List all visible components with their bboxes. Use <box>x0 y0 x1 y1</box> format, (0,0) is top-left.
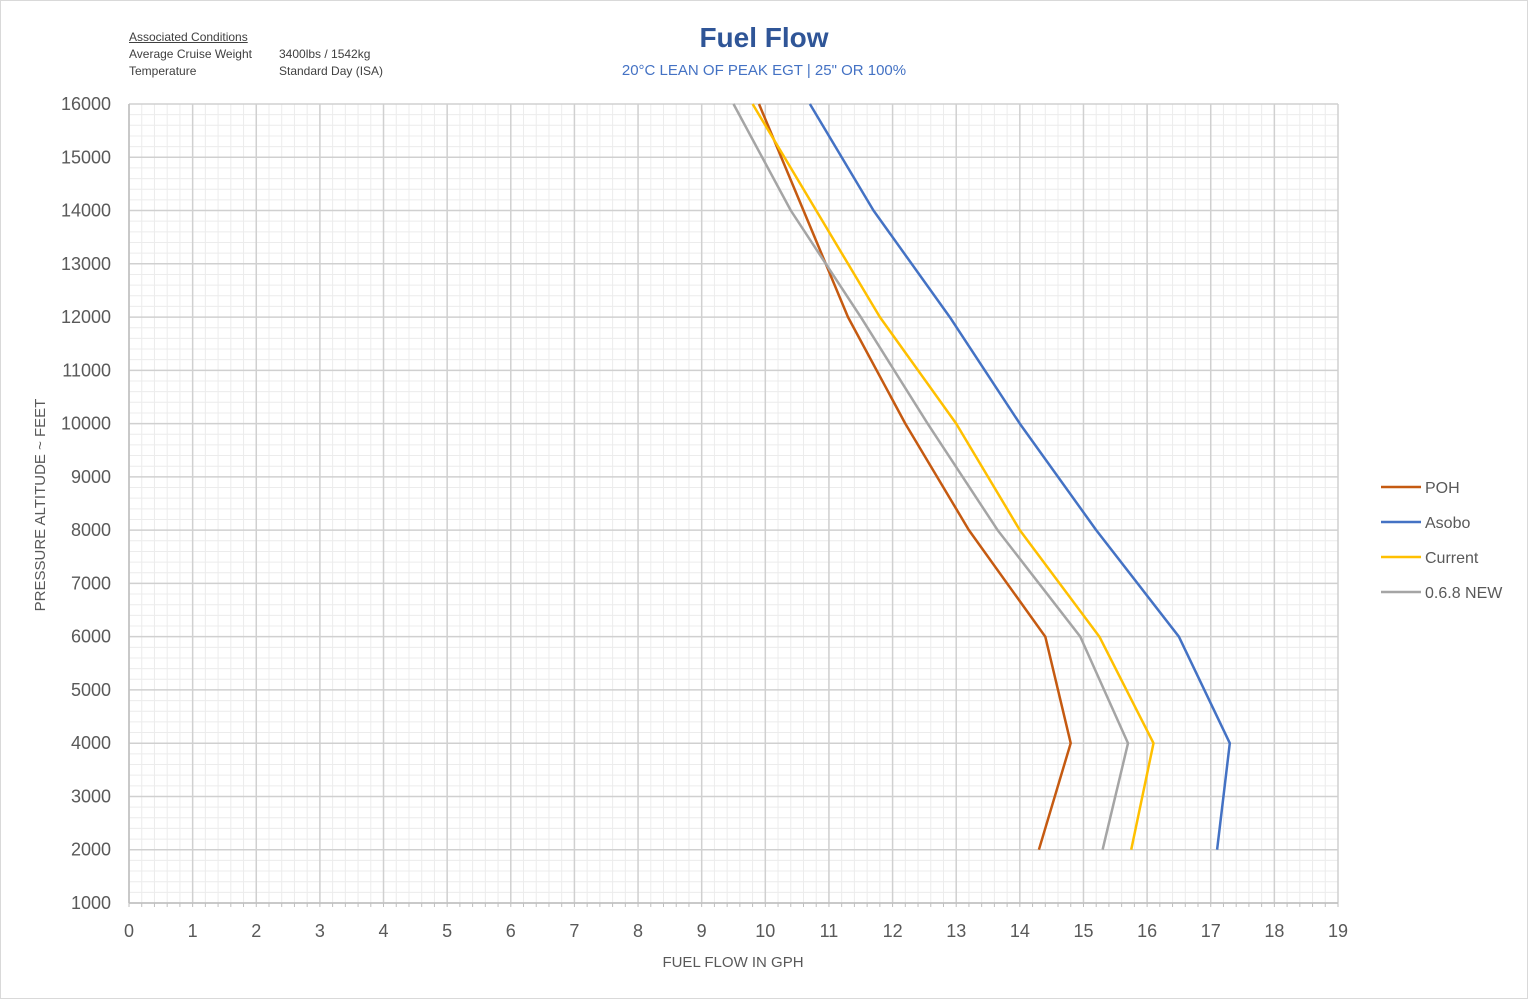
conditions-value: 3400lbs / 1542kg <box>279 47 371 61</box>
x-tick-label: 1 <box>188 921 198 941</box>
series-lines <box>732 103 1232 851</box>
chart-subtitle: 20°C LEAN OF PEAK EGT | 25" OR 100% <box>622 62 906 79</box>
y-tick-label: 6000 <box>71 627 111 647</box>
x-tick-label: 12 <box>883 921 903 941</box>
y-tick-label: 3000 <box>71 786 111 806</box>
x-tick-label: 4 <box>379 921 389 941</box>
y-tick-label: 2000 <box>71 840 111 860</box>
legend-label: POH <box>1425 480 1460 497</box>
conditions-header: Associated Conditions <box>129 30 248 44</box>
legend-label: 0.6.8 NEW <box>1425 585 1503 602</box>
x-tick-label: 0 <box>124 921 134 941</box>
x-tick-label: 14 <box>1010 921 1030 941</box>
major-gridlines <box>128 103 1339 904</box>
x-tick-label: 10 <box>755 921 775 941</box>
x-tick-label: 7 <box>569 921 579 941</box>
conditions-label: Temperature <box>129 64 197 78</box>
axes <box>128 104 1339 907</box>
x-tick-label: 5 <box>442 921 452 941</box>
legend-label: Current <box>1425 550 1479 567</box>
y-tick-label: 14000 <box>61 201 111 221</box>
y-tick-label: 4000 <box>71 733 111 753</box>
x-tick-label: 15 <box>1073 921 1093 941</box>
y-tick-label: 7000 <box>71 573 111 593</box>
y-tick-label: 16000 <box>61 94 111 114</box>
y-tick-label: 1000 <box>71 893 111 913</box>
conditions-row-temperature: Temperature Standard Day (ISA) <box>129 63 383 80</box>
x-tick-label: 2 <box>251 921 261 941</box>
x-tick-label: 16 <box>1137 921 1157 941</box>
series-line-poh <box>757 103 1072 851</box>
x-tick-label: 6 <box>506 921 516 941</box>
series-line-0-6-8-new <box>732 103 1130 850</box>
chart-title: Fuel Flow <box>699 22 828 53</box>
y-axis-label: PRESSURE ALTITUDE ~ FEET <box>32 399 49 612</box>
conditions-row-weight: Average Cruise Weight 3400lbs / 1542kg <box>129 46 383 63</box>
x-tick-label: 13 <box>946 921 966 941</box>
x-tick-label: 19 <box>1328 921 1348 941</box>
y-tick-label: 8000 <box>71 520 111 540</box>
y-tick-label: 11000 <box>62 360 111 380</box>
x-tick-label: 8 <box>633 921 643 941</box>
y-tick-label: 10000 <box>61 414 111 434</box>
x-axis-label: FUEL FLOW IN GPH <box>662 954 803 971</box>
x-tick-label: 3 <box>315 921 325 941</box>
minor-gridlines <box>128 103 1339 904</box>
tick-labels: 0 1 2 3 4 5 6 7 8 9 10 11 12 13 14 15 16 17 18 191000200030… <box>61 94 1348 941</box>
x-tick-label: 11 <box>820 921 839 941</box>
x-tick-label: 18 <box>1264 921 1284 941</box>
series-line-current <box>751 103 1155 850</box>
conditions-value: Standard Day (ISA) <box>279 64 384 78</box>
y-tick-label: 5000 <box>71 680 111 700</box>
x-tick-label: 17 <box>1201 921 1221 941</box>
y-tick-label: 12000 <box>61 307 111 327</box>
conditions-label: Average Cruise Weight <box>129 47 252 61</box>
y-tick-label: 15000 <box>61 147 111 167</box>
x-tick-label: 9 <box>697 921 707 941</box>
legend: POH Asobo Current 0.6.8 NEW <box>1381 480 1503 602</box>
y-tick-label: 13000 <box>61 254 111 274</box>
legend-label: Asobo <box>1425 515 1470 532</box>
series-line-asobo <box>808 103 1232 850</box>
associated-conditions: Associated Conditions Average Cruise Wei… <box>129 29 383 80</box>
y-tick-label: 9000 <box>71 467 111 487</box>
